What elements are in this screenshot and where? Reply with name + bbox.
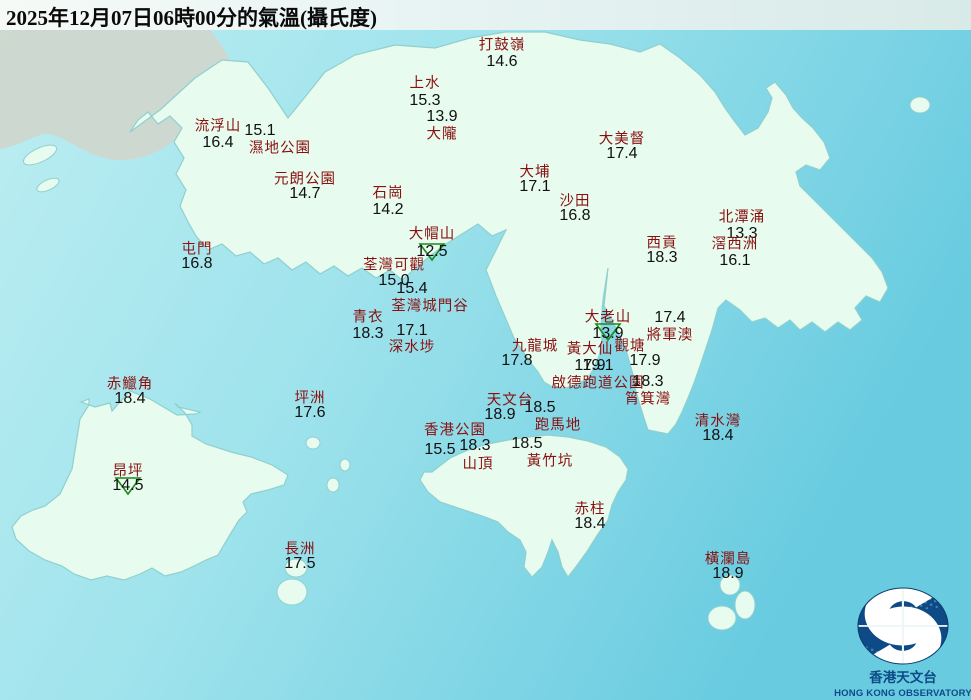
svg-text:香港天文台: 香港天文台	[868, 669, 937, 685]
svg-text:HONG KONG OBSERVATORY: HONG KONG OBSERVATORY	[834, 688, 971, 699]
